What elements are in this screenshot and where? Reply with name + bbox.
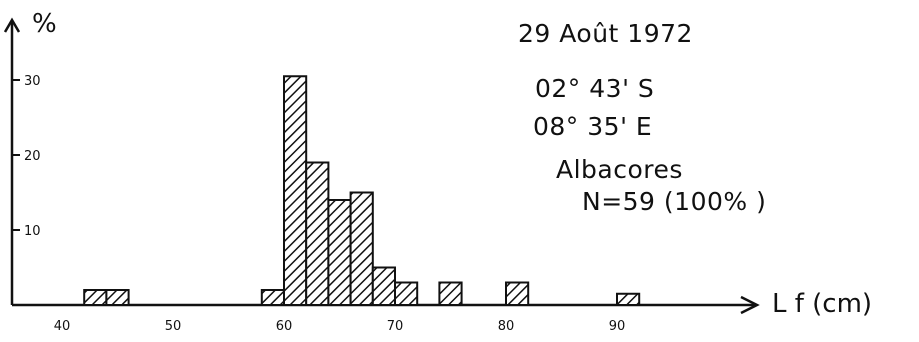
y-tick-label-30: 30 xyxy=(24,74,41,89)
bars-group xyxy=(83,75,641,306)
y-tick-label-20: 20 xyxy=(24,149,41,164)
annotation-date: 29 Août 1972 xyxy=(518,19,693,48)
annotation-latitude: 02° 43' S xyxy=(535,74,654,103)
x-ticks-group: 40 50 60 70 80 90 xyxy=(54,319,626,334)
x-tick-label-80: 80 xyxy=(498,319,515,334)
x-tick-label-70: 70 xyxy=(387,319,404,334)
histogram-bar-80 xyxy=(505,281,530,306)
histogram-bar-42 xyxy=(83,289,108,306)
x-axis-label: L f (cm) xyxy=(772,289,872,319)
histogram-bar-74 xyxy=(438,281,463,306)
histogram-bar-44 xyxy=(105,289,130,306)
histogram-bar-70 xyxy=(394,281,419,306)
x-tick-label-60: 60 xyxy=(276,319,293,334)
histogram-bar-60 xyxy=(283,75,308,306)
histogram-bar-64 xyxy=(327,199,352,306)
annotation-longitude: 08° 35' E xyxy=(533,112,652,141)
y-ticks-group: 10 20 30 xyxy=(12,74,41,239)
histogram-bar-66 xyxy=(349,191,374,306)
annotation-sample: N=59 (100% ) xyxy=(582,187,766,216)
x-tick-label-50: 50 xyxy=(165,319,182,334)
x-tick-label-90: 90 xyxy=(609,319,626,334)
histogram-bar-90 xyxy=(616,292,641,306)
x-axis-arrow xyxy=(740,295,760,315)
histogram-bar-62 xyxy=(305,161,330,306)
y-tick-label-10: 10 xyxy=(24,224,41,239)
histogram-bar-68 xyxy=(371,266,396,306)
y-axis-arrow xyxy=(3,17,21,33)
histogram-bar-58 xyxy=(260,289,285,306)
x-tick-label-40: 40 xyxy=(54,319,71,334)
y-axis-label: % xyxy=(32,9,57,39)
annotation-species: Albacores xyxy=(556,155,683,184)
